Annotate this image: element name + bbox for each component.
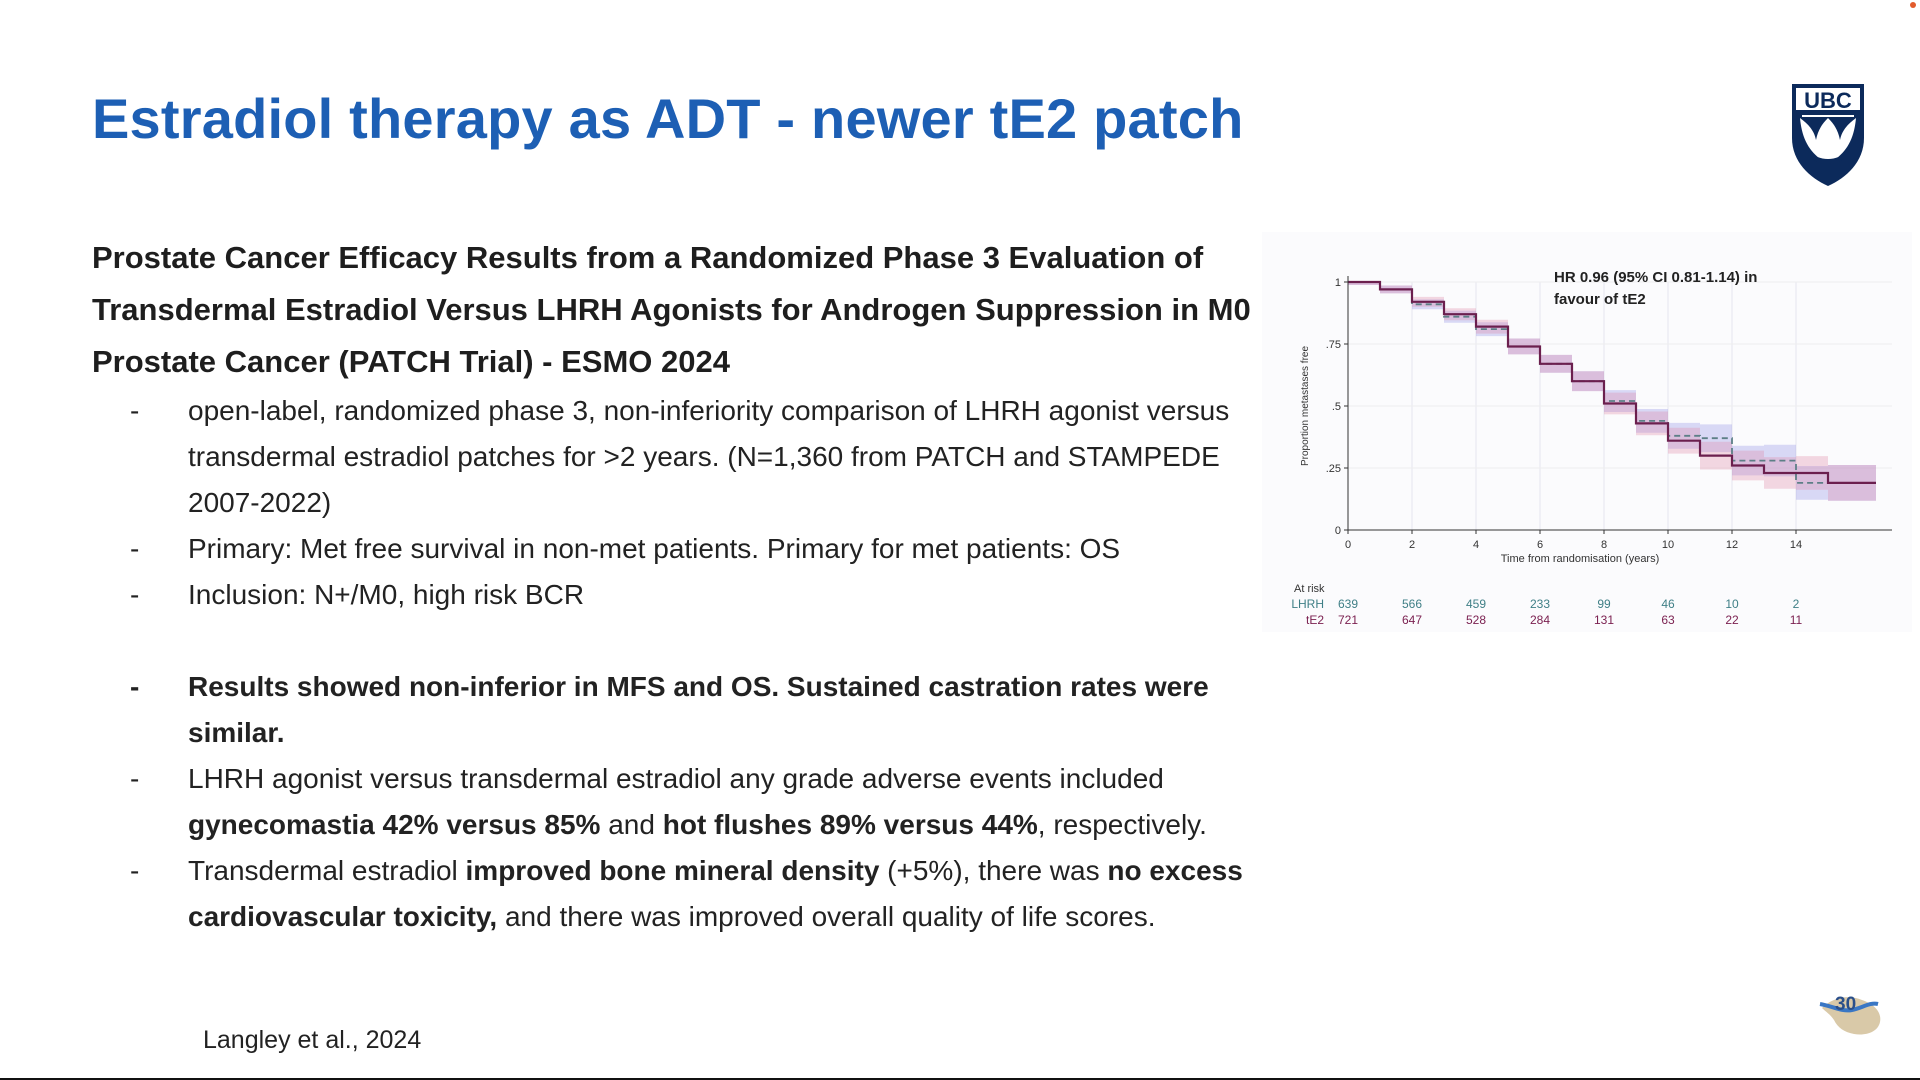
bullet-bone-density: - Transdermal estradiol improved bone mi… <box>92 848 1292 940</box>
at-risk-value: 11 <box>1790 613 1803 627</box>
slide-title: Estradiol therapy as ADT - newer tE2 pat… <box>92 87 1244 150</box>
at-risk-value: 46 <box>1661 597 1675 611</box>
bullet-design: - open-label, randomized phase 3, non-in… <box>92 388 1292 526</box>
x-tick-label: 14 <box>1790 539 1802 551</box>
at-risk-value: 647 <box>1402 613 1422 627</box>
y-axis-label: Proportion metastases free <box>1300 346 1311 466</box>
x-tick-label: 12 <box>1726 539 1738 551</box>
x-axis-label: Time from randomisation (years) <box>1501 553 1660 565</box>
bullet-primary: - Primary: Met free survival in non-met … <box>92 526 1292 572</box>
at-risk-row-label: LHRH <box>1291 597 1324 611</box>
bone-density-change: (+5%), there was <box>879 855 1108 886</box>
bullet-results: - Results showed non-inferior in MFS and… <box>92 664 1292 756</box>
bullet-design-text: open-label, randomized phase 3, non-infe… <box>188 395 1230 518</box>
at-risk-value: 528 <box>1466 613 1486 627</box>
ubc-crest-icon: UBC <box>1792 84 1864 186</box>
at-risk-value: 284 <box>1530 613 1550 627</box>
x-tick-label: 8 <box>1601 539 1607 551</box>
bullet-dash: - <box>130 395 140 426</box>
series-line-te2 <box>1348 280 1876 484</box>
x-tick-label: 2 <box>1409 539 1415 551</box>
bullet-list: - open-label, randomized phase 3, non-in… <box>92 388 1292 940</box>
gynecomastia-rate: gynecomastia 42% versus 85% <box>188 809 601 840</box>
cardiovascular-finding: no excess cardiovascular toxicity, <box>188 855 1243 932</box>
y-tick-label: 1 <box>1335 277 1341 289</box>
at-risk-value: 63 <box>1661 613 1675 627</box>
hr-annotation: HR 0.96 (95% CI 0.81-1.14) in <box>1554 269 1757 286</box>
ubc-logo: UBC <box>1788 80 1868 190</box>
adverse-events-tail: , respectively. <box>1037 809 1207 840</box>
slide-bottom-border <box>0 1078 1920 1080</box>
x-tick-label: 10 <box>1662 539 1674 551</box>
bullet-dash: - <box>130 763 140 794</box>
at-risk-value: 2 <box>1793 597 1800 611</box>
bullet-adverse-events: - LHRH agonist versus transdermal estrad… <box>92 756 1292 848</box>
ci-band-te2 <box>1348 282 1876 502</box>
hot-flushes-rate: hot flushes 89% versus 44% <box>662 809 1038 840</box>
bullet-dash: - <box>130 579 140 610</box>
page-number: 30 <box>1835 994 1857 1015</box>
study-heading: Prostate Cancer Efficacy Results from a … <box>92 240 1251 379</box>
page-number-badge-icon <box>1819 997 1881 1035</box>
km-chart: 0.25.5.75 1 0 2 4 6 8 10 12 14 Time from randomisa… <box>1262 232 1912 632</box>
quality-of-life-text: and there was improved overall quality o… <box>497 901 1156 932</box>
at-risk-label: At risk <box>1294 583 1325 595</box>
y-tick-label: .5 <box>1332 401 1341 413</box>
at-risk-value: 459 <box>1466 597 1486 611</box>
bullet-spacer <box>92 618 1292 664</box>
x-tick-label: 4 <box>1473 539 1479 551</box>
y-tick-label: 0 <box>1335 525 1341 537</box>
at-risk-row-label: tE2 <box>1306 613 1324 627</box>
bullet-dash: - <box>130 533 140 564</box>
at-risk-value: 131 <box>1594 613 1614 627</box>
corner-indicator <box>1910 2 1916 8</box>
x-tick-label: 0 <box>1345 539 1351 551</box>
y-tick-label: .75 <box>1326 339 1341 351</box>
hr-annotation: favour of tE2 <box>1554 291 1646 308</box>
bullet-primary-text: Primary: Met free survival in non-met pa… <box>188 533 1121 564</box>
bullet-inclusion-text: Inclusion: N+/M0, high risk BCR <box>188 579 585 610</box>
bullet-inclusion: - Inclusion: N+/M0, high risk BCR <box>92 572 1292 618</box>
bullet-results-text: Results showed non-inferior in MFS and O… <box>188 671 1209 748</box>
ci-band-lhrh <box>1348 282 1876 502</box>
at-risk-value: 22 <box>1725 613 1739 627</box>
adverse-events-joiner: and <box>600 809 663 840</box>
at-risk-value: 566 <box>1402 597 1422 611</box>
bone-density-intro: Transdermal estradiol <box>188 855 466 886</box>
bullet-dash: - <box>130 855 140 886</box>
at-risk-value: 99 <box>1597 597 1611 611</box>
bone-density-finding: improved bone mineral density <box>465 855 880 886</box>
x-tick-label: 6 <box>1537 539 1543 551</box>
y-tick-label: .25 <box>1326 463 1341 475</box>
at-risk-value: 233 <box>1530 597 1550 611</box>
citation: Langley et al., 2024 <box>203 1026 422 1054</box>
bullet-dash: - <box>130 671 140 702</box>
at-risk-value: 639 <box>1338 597 1358 611</box>
adverse-events-text: LHRH agonist versus transdermal estradio… <box>188 763 1164 794</box>
at-risk-value: 721 <box>1338 613 1358 627</box>
at-risk-value: 10 <box>1725 597 1739 611</box>
logo-text: UBC <box>1804 88 1852 113</box>
series-line-lhrh <box>1348 281 1876 484</box>
